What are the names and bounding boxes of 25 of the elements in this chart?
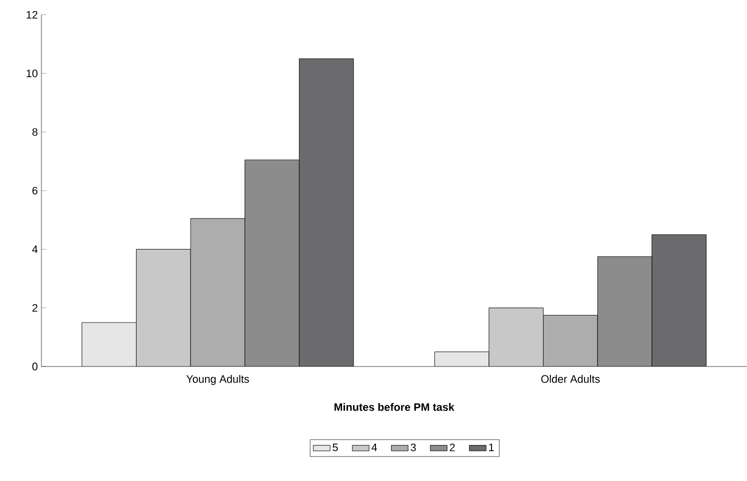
legend-label: 4 [372, 444, 377, 452]
x-tick-label: Young Adults [186, 375, 249, 386]
legend-label: 3 [410, 444, 416, 452]
legend-label: 5 [332, 444, 338, 452]
bar [597, 256, 652, 367]
bar [136, 249, 191, 367]
legend-label: 2 [450, 444, 455, 452]
bar [543, 315, 598, 367]
y-tick-label: 2 [32, 304, 38, 312]
bar [299, 58, 354, 367]
y-tick-label: 10 [26, 70, 38, 78]
legend-label: 1 [489, 444, 494, 452]
y-tick-label: 12 [26, 11, 38, 19]
y-tick-label: 0 [32, 362, 38, 370]
y-tick-label: 8 [32, 128, 38, 136]
bar [652, 234, 706, 367]
x-tick-label: Older Adults [541, 375, 600, 383]
bar [82, 322, 136, 367]
y-tick-label: 4 [32, 246, 38, 254]
bar [434, 352, 490, 367]
bar [488, 308, 544, 367]
bar [244, 160, 300, 367]
y-tick-label: 6 [32, 186, 38, 195]
bar [190, 218, 245, 367]
x-axis-title: Minutes before PM task [334, 403, 454, 412]
